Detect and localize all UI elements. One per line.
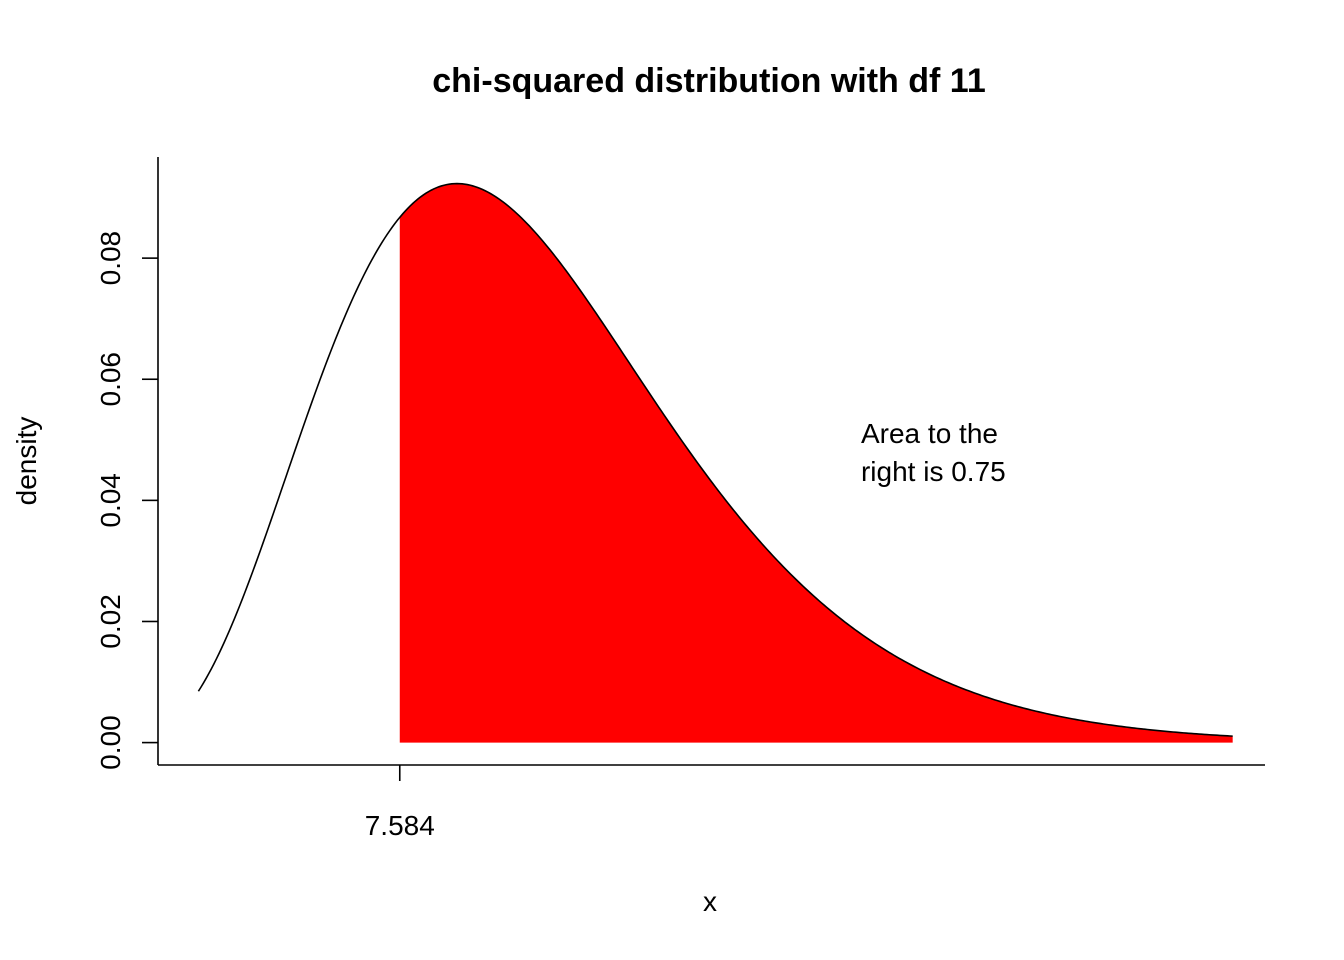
y-axis-label: density [11,417,42,506]
density-curve [197,182,1233,737]
x-tick-label: 7.584 [365,810,435,841]
y-tick-label: 0.08 [95,231,126,286]
annotation-line-1: Area to the [861,418,998,449]
annotation-line-2: right is 0.75 [861,456,1006,487]
y-ticks: 0.00 0.02 0.04 0.06 0.08 [95,231,158,770]
x-ticks: 7.584 [365,765,435,841]
y-tick-label: 0.00 [95,715,126,770]
y-tick-label: 0.02 [95,594,126,649]
shaded-area-right-tail [399,183,1233,743]
x-axis-label: x [703,886,717,917]
annotation-text: Area to the right is 0.75 [861,418,1006,487]
y-tick-label: 0.04 [95,473,126,528]
y-tick-label: 0.06 [95,352,126,407]
chart-title: chi-squared distribution with df 11 [432,62,985,100]
